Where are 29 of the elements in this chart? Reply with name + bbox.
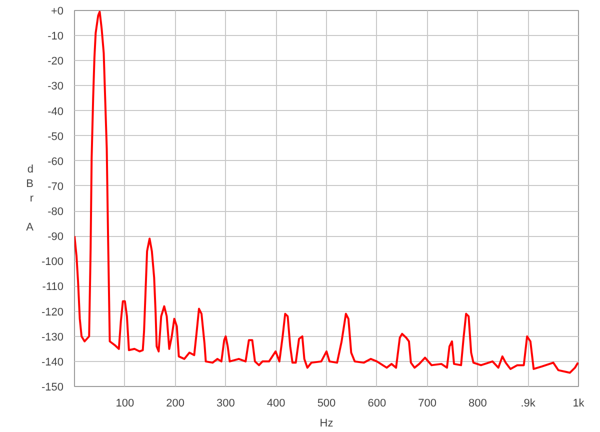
y-tick-label: -140 [41, 356, 64, 368]
y-tick-label: -150 [41, 382, 64, 394]
y-tick-label: -10 [48, 30, 64, 43]
x-axis-title: Hz [320, 418, 334, 430]
y-tick-label: -80 [48, 206, 64, 218]
x-tick-label: 200 [166, 398, 184, 410]
y-tick-label: -110 [42, 281, 64, 294]
x-tick-label: 500 [317, 398, 336, 410]
x-tick-label: 1k [572, 398, 585, 410]
line-series [74, 10, 578, 374]
y-tick-label: -20 [48, 56, 64, 68]
y-tick-label: -30 [48, 80, 64, 93]
x-tick-label: .9k [520, 398, 536, 410]
y-tick-label: +0 [50, 6, 64, 18]
y-tick-label: -100 [41, 256, 64, 268]
x-tick-label: 800 [468, 398, 487, 410]
y-tick-label: -120 [41, 306, 64, 318]
y-tick-label: -90 [48, 231, 64, 244]
text: dBr A [26, 164, 34, 234]
x-tick-label: 700 [418, 398, 436, 410]
y-tick-label: -60 [48, 156, 64, 168]
x-tick-label: 300 [216, 398, 235, 410]
x-tick-label: 100 [116, 398, 134, 410]
y-tick-label: -70 [48, 180, 64, 193]
x-tick-label: 400 [266, 398, 286, 410]
y-tick-label: -50 [48, 130, 64, 143]
x-tick-label: 600 [368, 398, 386, 410]
y-tick-label: -130 [41, 331, 64, 344]
y-tick-label: -40 [48, 106, 64, 118]
